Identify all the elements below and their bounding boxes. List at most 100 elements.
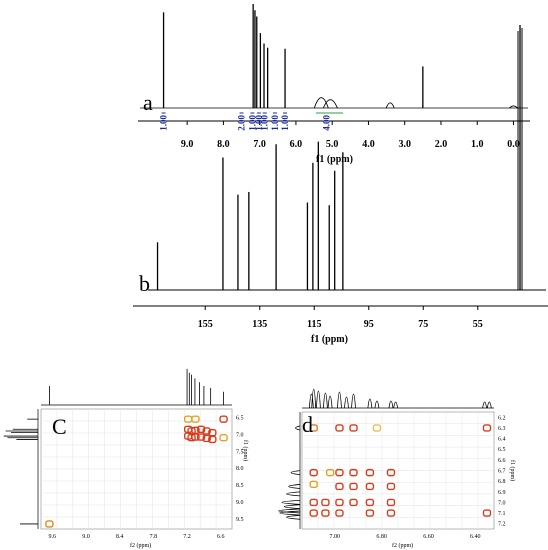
- a-integral-label-0: 1.00: [159, 115, 169, 131]
- b-tick-label-1: 135: [252, 319, 267, 330]
- d-y-tick-0: 6.2: [498, 415, 506, 421]
- c-x-ticks: 9.6 9.0 8.4 7.8 7.2 6.6: [48, 534, 224, 540]
- d-y-tick-1: 6.3: [498, 426, 506, 432]
- b-x-axis-label: f1 (ppm): [311, 334, 348, 345]
- d-top-peak-9: [374, 400, 380, 409]
- d-left-peak-6: [278, 508, 301, 514]
- d-left-peak-3: [286, 491, 301, 497]
- a-x-ticks: 9.0 8.0 7.0 6.0 5.0 4.0 3.0 2.0 1.0 0.0: [181, 121, 520, 150]
- c-y-tick-3: 8.0: [236, 466, 244, 472]
- a-tick-label-7: 2.0: [435, 139, 448, 150]
- d-cross-peak-9: [365, 468, 375, 477]
- d-left-peak-1: [290, 470, 301, 476]
- c-y-tick-5: 9.0: [236, 500, 244, 506]
- d-cross-peak-22: [309, 509, 318, 517]
- a-integral-label-6: 1.00: [280, 115, 290, 131]
- d-cross-peak-1: [335, 424, 344, 432]
- b-x-ticks: 155 135 115 95 75 55: [198, 306, 483, 330]
- a-x-axis-label: f1 (ppm): [316, 154, 353, 165]
- d-x-tick-0: 7.00: [330, 534, 341, 540]
- d-x-ticks: 7.00 6.80 6.60 6.40: [330, 534, 481, 540]
- d-x-tick-1: 6.80: [376, 534, 387, 540]
- a-tick-label-9: 0.0: [507, 139, 520, 150]
- a-integrals: 1.00 2.00 1.001.001.00 1.00 1.00 4.00: [159, 112, 344, 131]
- c-x-tick-2: 8.4: [116, 534, 124, 540]
- d-cross-peak-6: [325, 468, 335, 477]
- panel-a-label: a: [143, 90, 153, 115]
- c-x-tick-0: 9.6: [48, 534, 56, 540]
- d-y-axis-label: f1 (ppm): [509, 460, 516, 481]
- c-cross-peak-3: [219, 415, 228, 423]
- b-tick-label-2: 115: [307, 319, 321, 330]
- c-y-tick-0: 6.5: [236, 415, 244, 421]
- a-tick-label-1: 8.0: [217, 139, 230, 150]
- d-cross-peak-20: [365, 498, 375, 507]
- panel-b-label: b: [139, 271, 150, 296]
- a-tick-label-3: 6.0: [290, 139, 303, 150]
- c-top-projection: [41, 368, 232, 406]
- d-cross-peak-0: [309, 424, 318, 432]
- d-top-peak-5: [337, 391, 342, 409]
- c-cross-peak-6: [191, 426, 200, 434]
- b-tick-label-0: 155: [198, 319, 213, 330]
- b-tick-label-4: 75: [418, 319, 428, 330]
- d-x-tick-3: 6.40: [470, 534, 481, 540]
- a-integral-label-4: 1.00: [260, 115, 270, 131]
- d-cross-peak-21: [386, 498, 396, 507]
- d-cross-peak-27: [482, 509, 492, 517]
- d-top-peak-7: [351, 393, 356, 409]
- panel-d-2d-spectrum: 7.00 6.80 6.60 6.40 6.26.36.46.56.66.76.86.…: [278, 388, 516, 549]
- a-integral-label-1: 2.00: [237, 115, 247, 131]
- d-y-tick-6: 6.8: [498, 479, 506, 485]
- d-top-peak-1: [311, 388, 317, 409]
- c-cross-peak-9: [208, 428, 217, 437]
- c-cross-peak-13: [196, 433, 206, 441]
- d-cross-peak-7: [335, 468, 344, 477]
- a-tick-label-4: 5.0: [326, 139, 339, 150]
- panel-c-2d-spectrum: 9.6 9.0 8.4 7.8 7.2 6.6 6.5 7.0 7.5 8.0 8.5 9.0 9.5…: [3, 368, 249, 549]
- d-y-tick-2: 6.4: [498, 437, 506, 443]
- d-top-peak-6: [344, 396, 349, 409]
- c-cross-peaks: [45, 415, 228, 528]
- d-cross-peak-18: [335, 498, 344, 507]
- d-y-ticks: 6.2 6.3 6.4 6.5 6.6 6.7 6.8 6.9 7.0 7.1 7.2: [498, 415, 506, 527]
- c-y-tick-4: 8.5: [236, 483, 244, 489]
- b-tick-label-3: 95: [364, 319, 374, 330]
- a-spectrum: [140, 4, 528, 109]
- d-cross-peak-12: [335, 482, 344, 491]
- d-x-tick-2: 6.60: [423, 534, 434, 540]
- a-tick-label-8: 1.0: [471, 139, 484, 150]
- d-y-tick-7: 6.9: [498, 490, 506, 496]
- d-y-tick-10: 7.2: [498, 522, 506, 528]
- a-tick-label-5: 4.0: [362, 139, 375, 150]
- d-cross-peak-23: [321, 509, 330, 517]
- a-peak-8: [313, 97, 329, 109]
- d-grid: [302, 412, 494, 529]
- panel-d-label: d: [302, 412, 313, 437]
- d-cross-peak-10: [386, 468, 396, 477]
- d-cross-peak-8: [349, 468, 358, 477]
- d-cross-peak-5: [309, 468, 318, 477]
- d-left-peak-8: [286, 514, 301, 520]
- a-integral-label-7: 4.00: [322, 115, 332, 131]
- d-y-tick-5: 6.7: [498, 469, 506, 475]
- d-cross-peak-2: [349, 424, 358, 432]
- c-cross-peak-2: [191, 415, 200, 423]
- d-top-peak-11: [393, 401, 399, 409]
- c-x-tick-5: 6.6: [217, 534, 225, 540]
- d-top-peak-8: [367, 398, 373, 409]
- d-cross-peak-14: [365, 482, 375, 491]
- c-cross-peak-15: [208, 435, 217, 444]
- d-top-peak-2: [315, 390, 321, 409]
- d-left-peak-7: [279, 510, 301, 516]
- c-x-axis-label: f2 (ppm): [130, 542, 151, 549]
- d-top-peak-0: [308, 393, 314, 409]
- c-cross-peak-7: [196, 425, 206, 433]
- d-y-tick-8: 7.0: [498, 500, 506, 506]
- c-cross-peak-16: [219, 434, 228, 442]
- a-integral-label-3: 1.00: [254, 115, 264, 131]
- d-y-tick-9: 7.1: [498, 511, 506, 517]
- c-y-tick-6: 9.5: [236, 517, 244, 523]
- b-tick-label-5: 55: [473, 319, 483, 330]
